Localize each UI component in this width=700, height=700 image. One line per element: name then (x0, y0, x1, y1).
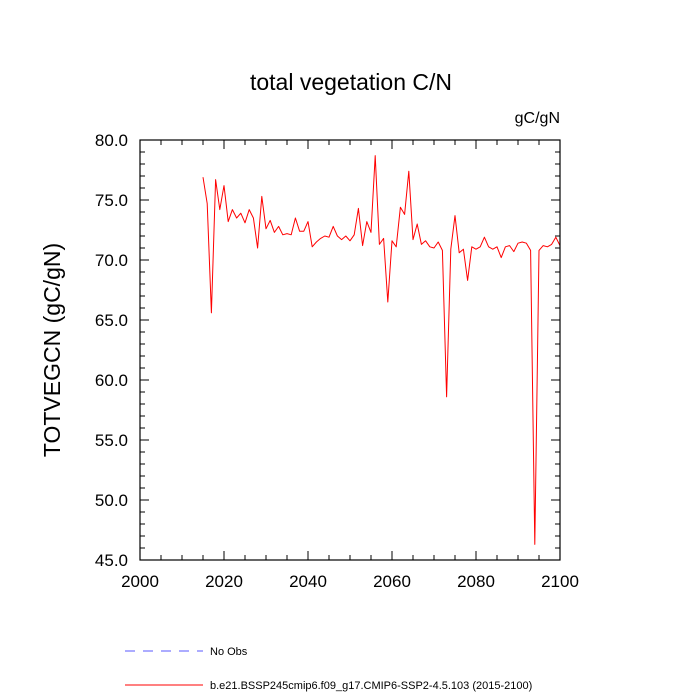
x-tick-labels: 2000 2020 2040 2060 2080 2100 (121, 572, 579, 591)
plot-frame (139, 139, 561, 561)
y-tick-label: 75.0 (95, 191, 128, 210)
y-tick-label: 60.0 (95, 371, 128, 390)
x-tick-label: 2020 (205, 572, 243, 591)
y-axis-label: TOTVEGCN (gC/gN) (39, 243, 65, 457)
chart-title: total vegetation C/N (250, 69, 452, 95)
legend-label-no-obs: No Obs (210, 646, 248, 658)
x-tick-label: 2080 (457, 572, 495, 591)
x-tick-label: 2000 (121, 572, 159, 591)
legend: No Obs b.e21.BSSP245cmip6.f09_g17.CMIP6-… (125, 646, 532, 692)
legend-label-model: b.e21.BSSP245cmip6.f09_g17.CMIP6-SSP2-4.… (210, 680, 532, 692)
y-tick-labels: 45.0 50.0 55.0 60.0 65.0 70.0 75.0 80.0 (95, 131, 128, 570)
y-tick-label: 55.0 (95, 431, 128, 450)
series-line (202, 155, 561, 545)
y-tick-label: 45.0 (95, 551, 128, 570)
y-tick-label: 50.0 (95, 491, 128, 510)
x-tick-label: 2100 (541, 572, 579, 591)
y-tick-label: 65.0 (95, 311, 128, 330)
units-label: gC/gN (515, 110, 560, 127)
y-tick-label: 70.0 (95, 251, 128, 270)
series-layer (202, 155, 561, 545)
x-tick-label: 2060 (373, 572, 411, 591)
x-tick-label: 2040 (289, 572, 327, 591)
axis-ticks (139, 139, 561, 561)
y-tick-label: 80.0 (95, 131, 128, 150)
